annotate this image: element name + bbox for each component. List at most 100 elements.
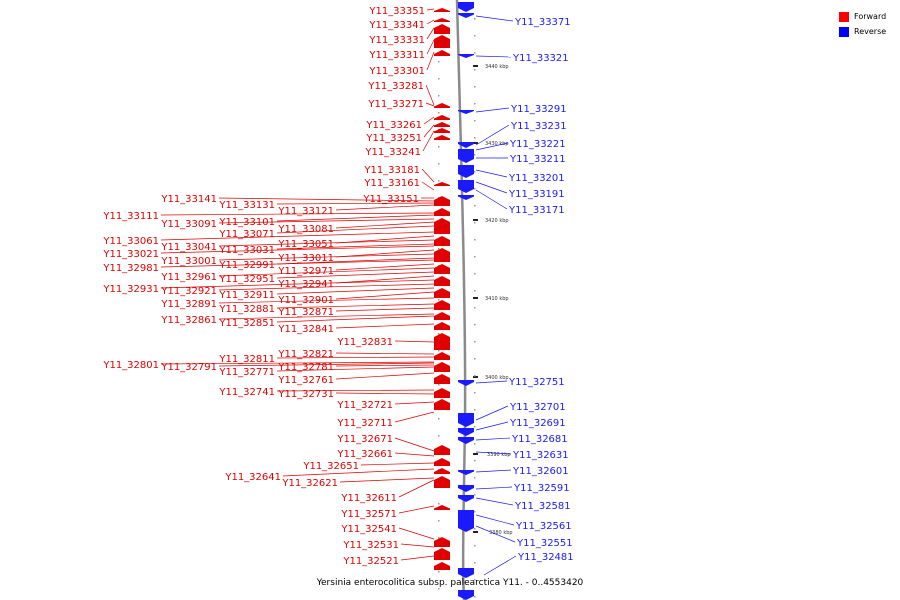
- backbone-dot: [474, 120, 476, 122]
- backbone-dot: [438, 435, 440, 437]
- forward-leader-line: [335, 263, 435, 271]
- backbone-dot: [474, 290, 476, 292]
- reverse-gene: [458, 13, 474, 18]
- forward-leader-line: [160, 259, 435, 268]
- forward-leader-line: [276, 287, 435, 295]
- forward-leader-line: [426, 27, 435, 40]
- backbone-dot: [438, 163, 440, 165]
- forward-gene-label: Y11_33101: [218, 217, 275, 228]
- forward-gene: [434, 196, 450, 206]
- forward-gene: [434, 468, 450, 474]
- forward-leader-line: [276, 389, 435, 392]
- forward-leader-line: [218, 267, 435, 277]
- forward-leader-line: [398, 479, 435, 498]
- forward-leader-line: [276, 271, 435, 279]
- backbone-dot: [438, 95, 440, 97]
- forward-gene: [434, 35, 450, 48]
- forward-leader-line: [423, 124, 435, 138]
- reverse-leader-line: [475, 55, 512, 58]
- forward-leader-line: [218, 218, 435, 224]
- backbone-dot: [438, 503, 440, 505]
- backbone-dot: [474, 477, 476, 479]
- backbone-dot: [438, 384, 440, 386]
- forward-gene: [434, 548, 450, 560]
- forward-gene-label: Y11_32741: [218, 387, 275, 398]
- backbone-dot: [438, 350, 440, 352]
- backbone-dot: [474, 307, 476, 309]
- forward-leader-line: [421, 168, 435, 183]
- forward-gene-label: Y11_32571: [340, 509, 397, 520]
- backbone-dot: [474, 545, 476, 547]
- forward-gene-label: Y11_32761: [277, 375, 334, 386]
- backbone-dot: [438, 248, 440, 250]
- forward-gene-label: Y11_32791: [160, 362, 217, 373]
- scale-tick-label: 3410 kbp: [485, 296, 509, 302]
- backbone-dot: [474, 35, 476, 37]
- forward-gene: [434, 276, 450, 286]
- forward-gene-label: Y11_32611: [340, 493, 397, 504]
- forward-gene: [434, 182, 450, 186]
- backbone-dot: [474, 358, 476, 360]
- forward-gene-label: Y11_32811: [218, 354, 275, 365]
- backbone-dot: [474, 579, 476, 581]
- reverse-gene-label: Y11_32581: [514, 501, 571, 512]
- reverse-gene-label: Y11_33171: [508, 205, 565, 216]
- reverse-gene: [458, 54, 474, 58]
- forward-gene-label: Y11_33311: [368, 50, 425, 61]
- backbone-dot: [474, 188, 476, 190]
- forward-leader-line: [394, 452, 435, 457]
- backbone-dot: [474, 528, 476, 530]
- backbone-dot: [474, 596, 476, 598]
- scale-tick-mark: [473, 453, 478, 455]
- forward-gene-label: Y11_33001: [160, 256, 217, 267]
- forward-gene-label: Y11_32621: [281, 478, 338, 489]
- forward-leader-line: [335, 372, 435, 380]
- forward-gene-label: Y11_32861: [160, 315, 217, 326]
- reverse-leader-line: [475, 142, 509, 151]
- forward-leader-line: [218, 297, 435, 304]
- forward-leader-line: [276, 257, 435, 265]
- backbone-dot: [474, 86, 476, 88]
- forward-leader-line: [426, 8, 435, 11]
- forward-gene-label: Y11_32711: [336, 418, 393, 429]
- reverse-gene-label: Y11_32481: [517, 552, 574, 563]
- scale-tick-mark: [473, 219, 478, 221]
- forward-gene-label: Y11_33061: [102, 236, 159, 247]
- scale-tick-mark: [473, 531, 478, 533]
- backbone-dot: [438, 333, 440, 335]
- reverse-gene-label: Y11_32691: [509, 418, 566, 429]
- reverse-gene-label: Y11_32631: [512, 450, 569, 461]
- forward-gene-label: Y11_33181: [363, 165, 420, 176]
- reverse-swatch: [839, 26, 849, 37]
- forward-gene-label: Y11_33151: [362, 194, 419, 205]
- backbone-dot: [438, 571, 440, 573]
- forward-leader-line: [339, 477, 435, 483]
- reverse-gene: [458, 2, 474, 12]
- forward-leader-line: [400, 555, 435, 561]
- forward-gene: [434, 208, 450, 216]
- reverse-gene: [458, 590, 474, 600]
- forward-leader-line: [335, 275, 435, 284]
- reverse-gene-label: Y11_33221: [509, 139, 566, 150]
- reverse-gene: [458, 437, 474, 444]
- backbone-dot: [438, 418, 440, 420]
- forward-leader-line: [335, 291, 435, 300]
- forward-gene-label: Y11_33081: [277, 224, 334, 235]
- forward-leader-line: [425, 84, 435, 106]
- forward-gene: [434, 264, 450, 274]
- forward-gene-label: Y11_33031: [218, 245, 275, 256]
- forward-gene-label: Y11_33251: [365, 133, 422, 144]
- forward-leader-line: [425, 102, 435, 107]
- forward-gene: [434, 399, 450, 410]
- forward-leader-line: [335, 307, 435, 312]
- reverse-leader-line: [475, 421, 509, 431]
- reverse-gene: [458, 413, 474, 427]
- forward-gene: [434, 18, 450, 22]
- backbone-dot: [474, 392, 476, 394]
- forward-leader-line: [276, 214, 435, 222]
- forward-leader-line: [360, 462, 435, 466]
- forward-gene: [434, 352, 450, 360]
- forward-gene-label: Y11_32921: [160, 286, 217, 297]
- forward-gene-label: Y11_33121: [277, 206, 334, 217]
- forward-gene-label: Y11_32961: [160, 272, 217, 283]
